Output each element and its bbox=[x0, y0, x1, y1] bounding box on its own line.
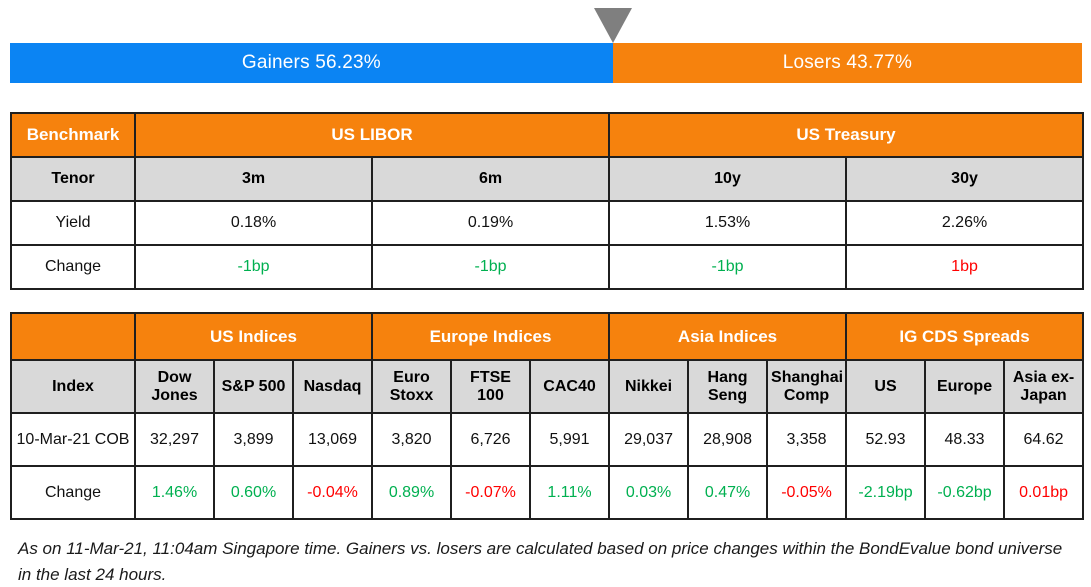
gainers-segment: Gainers 56.23% bbox=[10, 43, 613, 83]
yield-cell: 2.26% bbox=[845, 200, 1085, 246]
yield-row: Yield 0.18% 0.19% 1.53% 2.26% bbox=[10, 200, 1085, 246]
column-header-nasdaq: Nasdaq bbox=[292, 359, 373, 414]
index-value-cell: 13,069 bbox=[292, 412, 373, 467]
benchmark-header-row: Benchmark US LIBOR US Treasury bbox=[10, 112, 1085, 158]
index-change-cell: 0.01bp bbox=[1003, 465, 1085, 520]
split-pointer-icon bbox=[593, 8, 632, 43]
gainers-losers-bar: Gainers 56.23% Losers 43.77% bbox=[10, 43, 1082, 83]
benchmark-change-row: Change -1bp -1bp -1bp 1bp bbox=[10, 244, 1085, 290]
index-change-cell: -2.19bp bbox=[845, 465, 927, 520]
column-header-cds-europe: Europe bbox=[924, 359, 1006, 414]
us-treasury-group-header: US Treasury bbox=[608, 112, 1085, 158]
date-row-label: 10-Mar-21 COB bbox=[10, 412, 136, 467]
index-value-cell: 5,991 bbox=[528, 412, 611, 467]
index-name-row: Index Dow Jones S&P 500 Nasdaq Euro Stox… bbox=[10, 359, 1085, 414]
index-change-cell: 0.60% bbox=[213, 465, 294, 520]
column-header-sp500: S&P 500 bbox=[213, 359, 294, 414]
index-change-cell: -0.04% bbox=[292, 465, 373, 520]
column-header-hang-seng: Hang Seng bbox=[687, 359, 769, 414]
index-value-cell: 32,297 bbox=[134, 412, 215, 467]
column-header-cac40: CAC40 bbox=[528, 359, 611, 414]
tenor-3m-header: 3m bbox=[134, 156, 373, 202]
europe-indices-group-header: Europe Indices bbox=[370, 312, 611, 361]
index-change-cell: 0.47% bbox=[687, 465, 769, 520]
column-header-shanghai-comp: Shanghai Comp bbox=[766, 359, 848, 414]
index-change-cell: 1.11% bbox=[528, 465, 611, 520]
column-header-cds-asia-ex-japan: Asia ex-Japan bbox=[1003, 359, 1085, 414]
change-cell: 1bp bbox=[845, 244, 1085, 290]
benchmark-corner-cell: Benchmark bbox=[10, 112, 136, 158]
asia-indices-group-header: Asia Indices bbox=[608, 312, 848, 361]
index-value-cell: 48.33 bbox=[924, 412, 1006, 467]
indices-header-row: US Indices Europe Indices Asia Indices I… bbox=[10, 312, 1085, 361]
index-value-cell: 6,726 bbox=[450, 412, 531, 467]
column-header-nikkei: Nikkei bbox=[608, 359, 690, 414]
index-change-cell: 0.03% bbox=[608, 465, 690, 520]
change-cell: -1bp bbox=[370, 244, 611, 290]
change-row-label: Change bbox=[10, 465, 136, 520]
tenor-row: Tenor 3m 6m 10y 30y bbox=[10, 156, 1085, 202]
us-indices-group-header: US Indices bbox=[134, 312, 373, 361]
benchmark-table: Benchmark US LIBOR US Treasury Tenor 3m … bbox=[10, 112, 1085, 290]
column-header-euro-stoxx: Euro Stoxx bbox=[371, 359, 452, 414]
index-value-cell: 52.93 bbox=[845, 412, 927, 467]
column-header-dow-jones: Dow Jones bbox=[134, 359, 215, 414]
index-value-cell: 3,899 bbox=[213, 412, 294, 467]
tenor-10y-header: 10y bbox=[608, 156, 848, 202]
yield-row-label: Yield bbox=[10, 200, 136, 246]
index-value-cell: 28,908 bbox=[687, 412, 769, 467]
market-summary-graphic: Gainers 56.23% Losers 43.77% Benchmark U… bbox=[10, 0, 1085, 587]
us-libor-group-header: US LIBOR bbox=[133, 112, 611, 158]
index-row-label: Index bbox=[10, 359, 136, 414]
index-change-cell: -0.05% bbox=[766, 465, 848, 520]
index-value-cell: 64.62 bbox=[1003, 412, 1085, 467]
change-cell: -1bp bbox=[134, 244, 373, 290]
ig-cds-spreads-group-header: IG CDS Spreads bbox=[845, 312, 1085, 361]
losers-segment: Losers 43.77% bbox=[612, 43, 1082, 83]
index-value-cell: 3,820 bbox=[371, 412, 452, 467]
change-row-label: Change bbox=[10, 244, 136, 290]
tenor-row-label: Tenor bbox=[10, 156, 136, 202]
index-change-cell: 0.89% bbox=[371, 465, 452, 520]
yield-cell: 0.18% bbox=[134, 200, 373, 246]
yield-cell: 0.19% bbox=[370, 200, 611, 246]
column-header-ftse100: FTSE 100 bbox=[450, 359, 531, 414]
index-change-cell: -0.62bp bbox=[924, 465, 1006, 520]
losers-label: Losers 43.77% bbox=[782, 52, 913, 73]
indices-table: US Indices Europe Indices Asia Indices I… bbox=[10, 312, 1085, 520]
indices-corner-cell bbox=[10, 312, 136, 361]
index-change-cell: 1.46% bbox=[134, 465, 215, 520]
tenor-6m-header: 6m bbox=[370, 156, 611, 202]
index-value-cell: 29,037 bbox=[608, 412, 690, 467]
close-values-row: 10-Mar-21 COB 32,297 3,899 13,069 3,820 … bbox=[10, 412, 1085, 467]
gainers-label: Gainers 56.23% bbox=[241, 52, 381, 73]
change-cell: -1bp bbox=[608, 244, 848, 290]
indices-change-row: Change 1.46% 0.60% -0.04% 0.89% -0.07% 1… bbox=[10, 465, 1085, 520]
index-change-cell: -0.07% bbox=[450, 465, 531, 520]
column-header-cds-us: US bbox=[845, 359, 927, 414]
gainers-losers-gauge: Gainers 56.23% Losers 43.77% bbox=[10, 0, 1082, 83]
yield-cell: 1.53% bbox=[608, 200, 848, 246]
tenor-30y-header: 30y bbox=[845, 156, 1085, 202]
footnote: As on 11-Mar-21, 11:04am Singapore time.… bbox=[18, 539, 1063, 584]
index-value-cell: 3,358 bbox=[766, 412, 848, 467]
